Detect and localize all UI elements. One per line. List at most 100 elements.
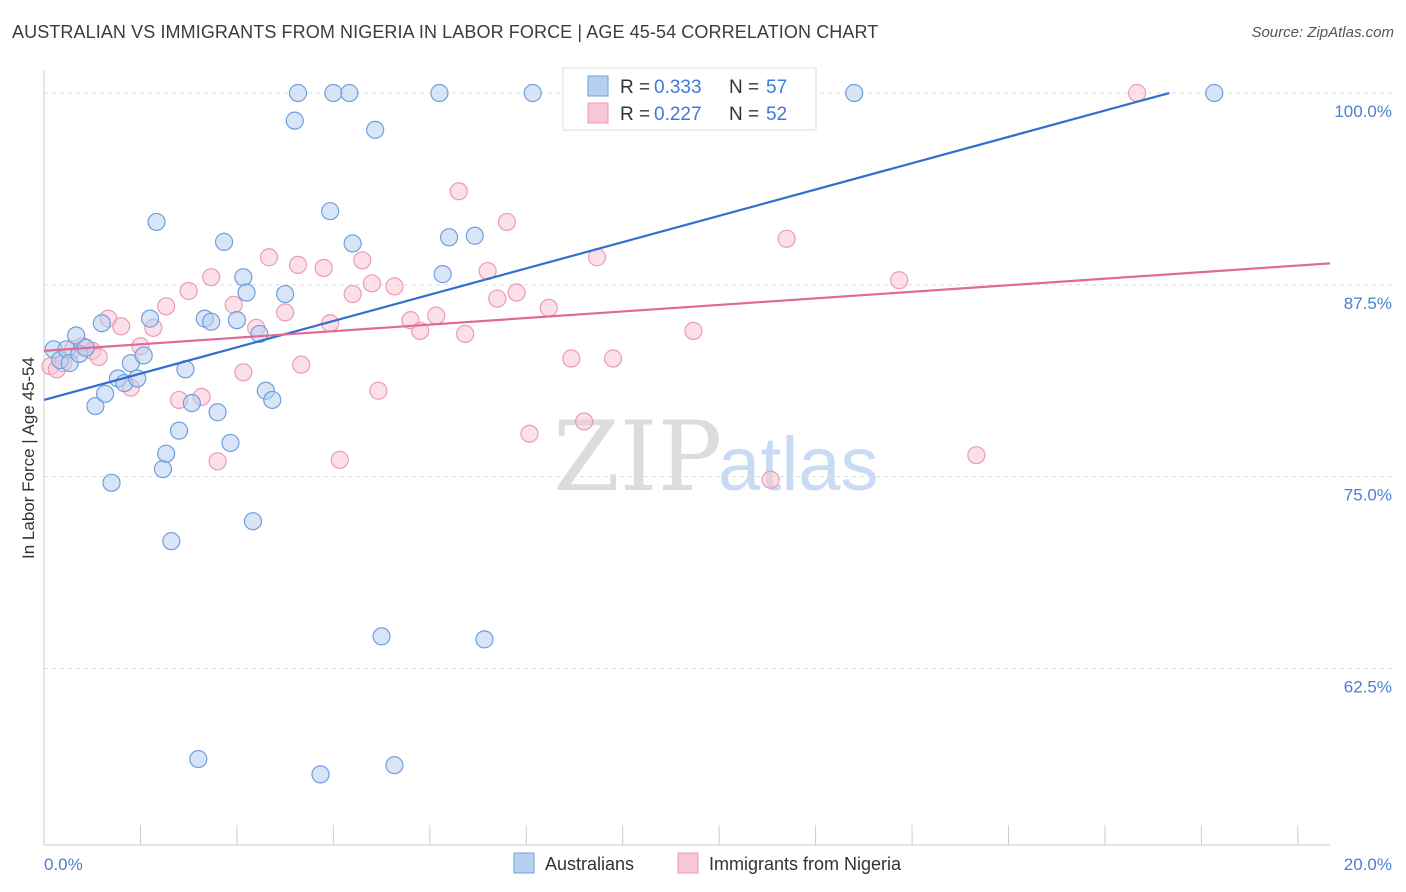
y-tick-label: 87.5%: [1344, 294, 1392, 313]
nigeria-point: [427, 306, 446, 325]
watermark-atlas: atlas: [718, 422, 879, 507]
nigeria-point: [224, 295, 243, 314]
nigeria-point: [967, 446, 986, 465]
nigeria-point: [330, 450, 349, 469]
nigeria-point: [890, 271, 909, 290]
nigeria-point: [353, 251, 372, 270]
australians-point: [153, 459, 173, 479]
australians-point: [1205, 83, 1224, 103]
legend-n-value-1: 57: [766, 77, 787, 98]
australians-point: [147, 212, 166, 232]
nigeria-point: [179, 281, 198, 301]
nigeria-point: [276, 303, 295, 322]
australians-point: [189, 749, 208, 769]
legend-r-value-2: 0.227: [654, 104, 702, 125]
australians-point: [372, 627, 391, 646]
australians-point: [157, 444, 176, 463]
nigeria-point: [288, 255, 308, 275]
australians-point: [169, 421, 189, 440]
nigeria-point: [202, 268, 221, 287]
nigeria-point: [208, 452, 227, 471]
australians-point: [366, 120, 385, 139]
australians-point: [845, 83, 864, 103]
australians-point: [385, 756, 404, 775]
source-credit: Source: ZipAtlas.com: [1251, 24, 1394, 41]
australians-point: [324, 83, 343, 103]
chart-title: AUSTRALIAN VS IMMIGRANTS FROM NIGERIA IN…: [12, 22, 879, 42]
australians-point: [321, 202, 340, 221]
australians-point: [67, 326, 86, 345]
nigeria-point: [684, 321, 703, 340]
nigeria-point: [314, 258, 333, 278]
nigeria-point: [259, 248, 279, 267]
australians-point: [433, 265, 452, 284]
nigeria-point: [456, 324, 475, 344]
y-tick-label: 62.5%: [1344, 678, 1392, 697]
nigeria-trend-line: [43, 262, 1331, 352]
nigeria-point: [507, 283, 526, 302]
bottom-legend-nigeria: Immigrants from Nigeria: [709, 854, 902, 874]
x-tick-labels: 0.0% 20.0%: [44, 855, 1392, 874]
australians-point: [523, 83, 542, 103]
legend-n-label-2: N =: [729, 104, 759, 125]
australians-point: [250, 324, 269, 344]
bottom-legend-swatch-australians: [513, 852, 535, 874]
australians-point: [208, 403, 227, 422]
nigeria-point: [777, 229, 796, 248]
nigeria-point: [603, 349, 623, 368]
nigeria-point: [761, 470, 780, 489]
bottom-legend-swatch-nigeria: [677, 852, 699, 874]
nigeria-point: [562, 349, 581, 368]
y-tick-label: 100.0%: [1334, 102, 1392, 121]
trend-lines: [43, 91, 1331, 402]
australians-point: [343, 234, 362, 253]
australians-point: [227, 311, 246, 330]
australians-point: [162, 532, 181, 551]
nigeria-point: [369, 381, 388, 400]
australians-point: [92, 314, 111, 333]
australians-trend-line: [43, 91, 1170, 402]
nigeria-point: [112, 317, 131, 336]
australians-point: [276, 284, 295, 304]
australians-point: [234, 268, 253, 287]
correlation-legend: R = 0.333 N = 57 R = 0.227 N = 52: [562, 67, 817, 131]
nigeria-point: [292, 355, 311, 374]
australians-point: [134, 346, 153, 365]
nigeria-point: [362, 274, 382, 293]
nigeria-point: [575, 412, 594, 431]
legend-r-label-1: R =: [620, 77, 650, 98]
australians-point: [475, 630, 494, 649]
nigeria-point: [449, 182, 468, 201]
nigeria-point: [539, 298, 558, 317]
nigeria-point: [234, 363, 253, 382]
y-axis-label: In Labor Force | Age 45-54: [19, 357, 38, 559]
australians-point: [95, 384, 115, 403]
australians-point: [221, 433, 240, 453]
nigeria-point: [157, 297, 176, 316]
australians-point: [214, 232, 234, 251]
nigeria-point: [488, 289, 507, 308]
australians-point: [202, 312, 221, 331]
australians-point: [430, 83, 449, 103]
y-tick-label: 75.0%: [1344, 486, 1392, 505]
australians-point: [311, 765, 330, 784]
x-tick-label: 20.0%: [1344, 855, 1392, 874]
australians-point: [102, 473, 121, 492]
x-tick-label: 0.0%: [44, 855, 83, 874]
y-tick-labels: 62.5% 75.0% 87.5% 100.0%: [1334, 102, 1392, 696]
legend-r-value-1: 0.333: [654, 77, 702, 98]
series-legend: Australians Immigrants from Nigeria: [513, 852, 902, 874]
australians-point: [243, 512, 263, 531]
australians-point: [263, 390, 282, 410]
legend-n-label-1: N =: [729, 77, 759, 98]
legend-swatch-australians: [587, 75, 609, 97]
australians-point: [140, 309, 160, 328]
nigeria-point: [385, 277, 404, 296]
nigeria-point: [497, 212, 517, 232]
series-australians-points: [44, 83, 1224, 784]
australians-point: [285, 111, 304, 130]
australians-point: [288, 83, 308, 103]
australians-point: [182, 393, 201, 413]
australians-point: [237, 283, 256, 302]
legend-r-label-2: R =: [620, 104, 650, 125]
